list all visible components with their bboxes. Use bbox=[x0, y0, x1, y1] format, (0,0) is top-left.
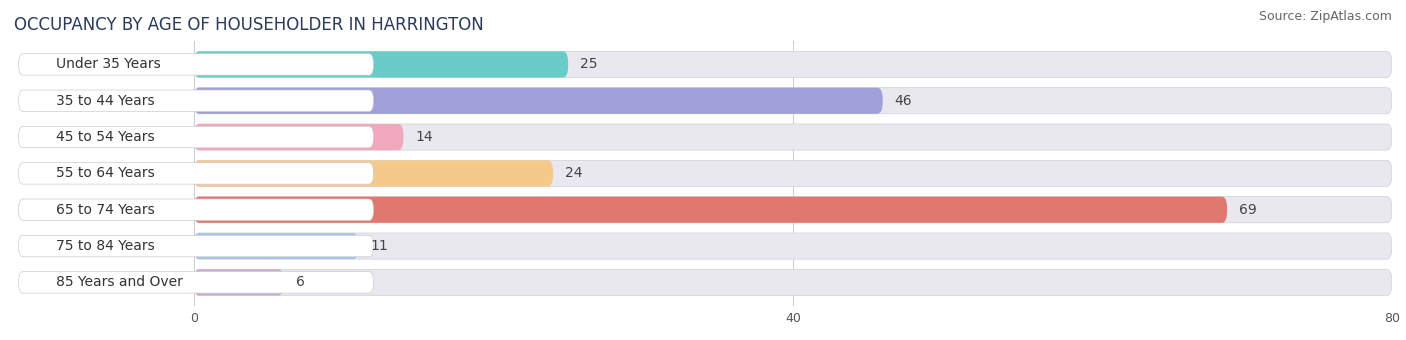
Text: 85 Years and Over: 85 Years and Over bbox=[56, 275, 183, 289]
Text: 14: 14 bbox=[415, 130, 433, 144]
Text: 46: 46 bbox=[894, 94, 912, 108]
FancyBboxPatch shape bbox=[18, 235, 374, 257]
FancyBboxPatch shape bbox=[194, 233, 359, 259]
FancyBboxPatch shape bbox=[18, 126, 374, 148]
Text: 45 to 54 Years: 45 to 54 Years bbox=[56, 130, 155, 144]
Text: 6: 6 bbox=[295, 275, 305, 289]
Text: 24: 24 bbox=[565, 166, 582, 181]
FancyBboxPatch shape bbox=[194, 197, 1392, 223]
Text: 11: 11 bbox=[371, 239, 388, 253]
FancyBboxPatch shape bbox=[194, 88, 883, 114]
FancyBboxPatch shape bbox=[18, 54, 374, 75]
FancyBboxPatch shape bbox=[194, 88, 1392, 114]
FancyBboxPatch shape bbox=[194, 124, 1392, 150]
FancyBboxPatch shape bbox=[194, 160, 553, 186]
FancyBboxPatch shape bbox=[194, 51, 1392, 78]
FancyBboxPatch shape bbox=[18, 199, 374, 220]
Text: 25: 25 bbox=[581, 57, 598, 71]
FancyBboxPatch shape bbox=[194, 160, 1392, 186]
Text: 35 to 44 Years: 35 to 44 Years bbox=[56, 94, 155, 108]
FancyBboxPatch shape bbox=[194, 269, 1392, 295]
FancyBboxPatch shape bbox=[194, 124, 404, 150]
FancyBboxPatch shape bbox=[194, 51, 568, 78]
FancyBboxPatch shape bbox=[194, 269, 284, 295]
Text: 65 to 74 Years: 65 to 74 Years bbox=[56, 203, 155, 217]
Text: Under 35 Years: Under 35 Years bbox=[56, 57, 160, 71]
Text: 75 to 84 Years: 75 to 84 Years bbox=[56, 239, 155, 253]
FancyBboxPatch shape bbox=[194, 233, 1392, 259]
Text: OCCUPANCY BY AGE OF HOUSEHOLDER IN HARRINGTON: OCCUPANCY BY AGE OF HOUSEHOLDER IN HARRI… bbox=[14, 16, 484, 34]
Text: 55 to 64 Years: 55 to 64 Years bbox=[56, 166, 155, 181]
FancyBboxPatch shape bbox=[18, 272, 374, 293]
FancyBboxPatch shape bbox=[18, 163, 374, 184]
Text: 69: 69 bbox=[1239, 203, 1257, 217]
FancyBboxPatch shape bbox=[18, 90, 374, 112]
Text: Source: ZipAtlas.com: Source: ZipAtlas.com bbox=[1258, 10, 1392, 23]
FancyBboxPatch shape bbox=[194, 197, 1227, 223]
